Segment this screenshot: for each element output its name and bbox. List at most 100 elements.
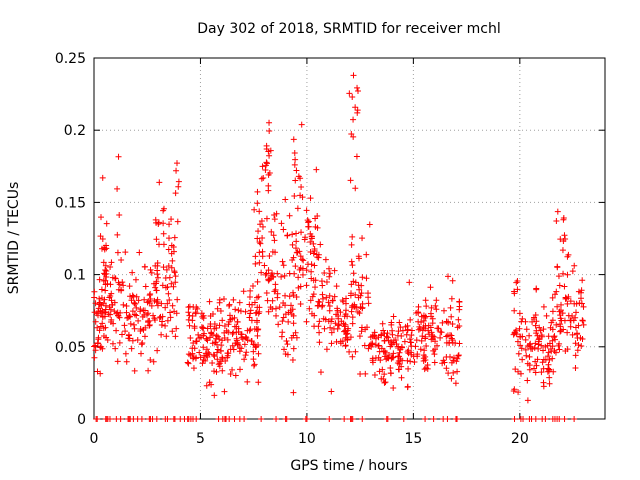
data-point xyxy=(377,357,384,364)
data-point xyxy=(169,257,176,264)
data-point xyxy=(294,205,301,212)
data-point xyxy=(289,241,296,248)
data-point xyxy=(406,279,413,286)
data-point xyxy=(526,332,533,339)
data-point xyxy=(340,320,347,327)
data-point xyxy=(158,321,165,328)
data-point xyxy=(352,291,359,298)
x-tick-label: 5 xyxy=(196,431,205,447)
y-tick-label: 0.25 xyxy=(55,51,86,67)
data-point xyxy=(244,327,251,334)
data-point xyxy=(133,293,140,300)
data-point xyxy=(290,320,297,327)
data-point xyxy=(207,334,214,341)
data-point xyxy=(517,334,524,341)
data-point xyxy=(302,234,309,241)
data-point xyxy=(358,290,365,297)
data-point xyxy=(376,368,383,375)
data-point xyxy=(316,318,323,325)
data-point xyxy=(211,353,218,360)
data-point xyxy=(154,302,161,309)
data-point xyxy=(281,346,288,353)
data-point xyxy=(146,317,153,324)
data-point xyxy=(272,249,279,256)
data-point xyxy=(111,299,118,306)
data-point xyxy=(137,308,144,315)
data-point xyxy=(425,327,432,334)
data-point xyxy=(269,297,276,304)
data-point xyxy=(132,300,139,307)
data-point xyxy=(191,345,198,352)
data-point xyxy=(422,322,429,329)
data-point xyxy=(283,416,290,422)
data-point xyxy=(273,210,280,217)
data-point xyxy=(267,147,274,154)
data-point xyxy=(326,270,333,277)
data-point xyxy=(98,302,105,309)
data-point xyxy=(124,315,131,322)
data-point xyxy=(125,314,132,321)
data-point xyxy=(303,267,310,274)
data-point xyxy=(572,352,579,359)
data-point xyxy=(298,121,305,128)
data-point xyxy=(258,175,265,182)
data-point xyxy=(196,349,203,356)
data-point xyxy=(94,416,101,422)
data-point xyxy=(328,329,335,336)
data-point xyxy=(160,230,167,237)
data-point xyxy=(219,367,226,374)
data-point xyxy=(169,302,176,309)
data-point xyxy=(522,318,529,325)
data-point xyxy=(152,317,159,324)
data-point xyxy=(140,307,147,314)
data-point xyxy=(153,278,160,285)
data-point xyxy=(344,336,351,343)
data-point xyxy=(540,303,547,310)
data-point xyxy=(316,339,323,346)
data-point xyxy=(561,283,568,290)
data-point xyxy=(214,333,221,340)
data-point xyxy=(295,173,302,180)
data-point xyxy=(443,339,450,346)
data-point xyxy=(156,241,163,248)
data-point xyxy=(153,416,160,422)
data-point xyxy=(221,323,228,330)
data-point xyxy=(146,300,153,307)
data-point xyxy=(208,381,215,388)
data-point xyxy=(231,416,238,422)
data-point xyxy=(227,316,234,323)
data-point xyxy=(246,314,253,321)
data-point xyxy=(579,317,586,324)
data-point xyxy=(336,322,343,329)
data-point xyxy=(226,416,233,422)
data-point xyxy=(542,356,549,363)
data-point xyxy=(221,388,228,395)
data-point xyxy=(315,251,322,258)
data-point xyxy=(432,338,439,345)
data-point xyxy=(407,358,414,365)
data-point xyxy=(256,239,263,246)
data-point xyxy=(273,416,280,422)
data-point xyxy=(337,309,344,316)
data-point xyxy=(131,325,138,332)
data-point xyxy=(564,346,571,353)
data-point xyxy=(318,278,325,285)
data-point xyxy=(259,253,266,260)
data-point xyxy=(256,308,263,315)
data-point xyxy=(519,315,526,322)
data-point xyxy=(291,161,298,168)
data-point xyxy=(186,303,193,310)
data-point xyxy=(255,350,262,357)
x-tick-label: 10 xyxy=(298,431,316,447)
data-point xyxy=(264,160,271,167)
data-point xyxy=(148,269,155,276)
data-point xyxy=(129,308,136,315)
data-point xyxy=(431,333,438,340)
data-point xyxy=(384,330,391,337)
data-point xyxy=(114,358,121,365)
data-point xyxy=(164,284,171,291)
data-point xyxy=(422,314,429,321)
data-point xyxy=(235,307,242,314)
data-point xyxy=(444,416,451,422)
data-point xyxy=(305,218,312,225)
